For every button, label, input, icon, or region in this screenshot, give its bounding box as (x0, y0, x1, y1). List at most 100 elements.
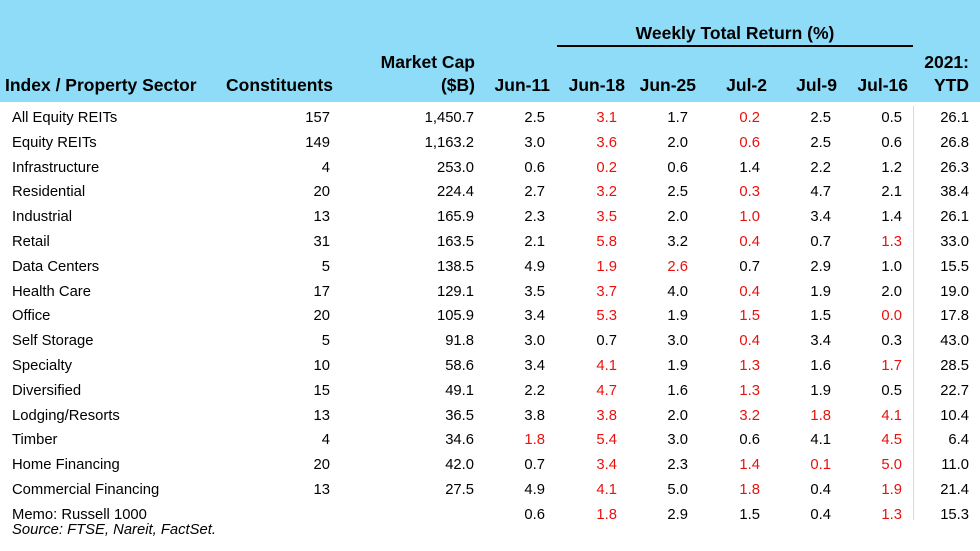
constituents-cell: 13 (313, 209, 330, 226)
weekly-return-cell: 3.4 (810, 333, 831, 350)
weekly-return-cell: 0.7 (596, 333, 617, 350)
col-header-ytd-line1: 2021: (924, 52, 969, 72)
weekly-return-cell: 5.0 (667, 482, 688, 498)
weekly-return-cell: 1.9 (596, 258, 617, 275)
weekly-return-cell: 2.0 (667, 209, 688, 226)
ytd-cell: 15.5 (940, 258, 969, 275)
constituents-cell: 4 (321, 159, 330, 176)
market-cap-cell: 91.8 (445, 333, 474, 350)
ytd-cell: 6.4 (948, 432, 969, 449)
weekly-return-cell: 3.5 (524, 283, 545, 300)
weekly-return-cell: 0.4 (810, 506, 831, 523)
ytd-column-divider (913, 106, 914, 520)
weekly-return-cell: 1.7 (667, 110, 688, 126)
col-header-market-cap-line1: Market Cap (380, 52, 475, 72)
weekly-return-cell: 4.9 (524, 482, 545, 498)
weekly-return-cell: 3.0 (524, 134, 545, 151)
table-row: Lodging/Resorts 13 36.5 3.8 3.8 2.0 3.2 1.8 4.1 1… (0, 404, 980, 429)
weekly-return-cell: 1.4 (881, 209, 902, 226)
weekly-return-cell: 3.0 (524, 333, 545, 350)
weekly-return-cell: 3.5 (596, 209, 617, 226)
weekly-return-cell: 2.7 (524, 184, 545, 201)
weekly-return-cell: 0.4 (810, 482, 831, 498)
col-header-week: Jul-16 (857, 75, 908, 95)
col-header-week: Jul-9 (796, 75, 837, 95)
weekly-return-cell: 4.5 (881, 432, 902, 449)
constituents-cell: 15 (313, 382, 330, 399)
weekly-return-cell: 0.3 (881, 333, 902, 350)
sector-name-cell: Data Centers (12, 258, 100, 275)
weekly-return-cell: 2.9 (810, 258, 831, 275)
col-header-week: Jun-25 (639, 75, 696, 95)
weekly-return-cell: 1.0 (881, 258, 902, 275)
weekly-return-cell: 1.8 (810, 407, 831, 424)
ytd-cell: 33.0 (940, 234, 969, 250)
weekly-return-cell: 5.4 (596, 432, 617, 449)
sector-name-cell: All Equity REITs (12, 110, 118, 126)
weekly-return-cell: 1.3 (881, 234, 902, 250)
weekly-return-cell: 5.8 (596, 234, 617, 250)
market-cap-cell: 165.9 (436, 209, 474, 226)
table-row: Infrastructure 4 253.0 0.6 0.2 0.6 1.4 2.2 1.2 26… (0, 156, 980, 181)
weekly-return-cell: 2.3 (667, 457, 688, 474)
ytd-cell: 21.4 (940, 482, 969, 498)
weekly-return-cell: 0.5 (881, 382, 902, 399)
weekly-return-cell: 3.8 (596, 407, 617, 424)
weekly-return-cell: 4.0 (667, 283, 688, 300)
weekly-return-cell: 4.9 (524, 258, 545, 275)
ytd-cell: 26.1 (940, 209, 969, 226)
market-cap-cell: 27.5 (445, 482, 474, 498)
market-cap-cell: 129.1 (436, 283, 474, 300)
constituents-cell: 149 (305, 134, 330, 151)
weekly-return-cell: 1.8 (739, 482, 760, 498)
sector-name-cell: Health Care (12, 283, 91, 300)
weekly-return-cell: 2.2 (810, 159, 831, 176)
weekly-return-cell: 0.6 (881, 134, 902, 151)
weekly-return-cell: 0.6 (667, 159, 688, 176)
sector-name-cell: Retail (12, 234, 50, 250)
sector-name-cell: Home Financing (12, 457, 120, 474)
weekly-return-cell: 0.5 (881, 110, 902, 126)
weekly-return-cell: 3.0 (667, 432, 688, 449)
weekly-return-cell: 1.8 (596, 506, 617, 523)
weekly-return-cell: 2.0 (667, 134, 688, 151)
weekly-return-cell: 2.6 (667, 258, 688, 275)
weekly-return-cell: 0.0 (881, 308, 902, 325)
weekly-return-cell: 2.1 (524, 234, 545, 250)
constituents-cell: 20 (313, 184, 330, 201)
table-row: Specialty 10 58.6 3.4 4.1 1.9 1.3 1.6 1.7 28.5 (0, 354, 980, 379)
table-row: Health Care 17 129.1 3.5 3.7 4.0 0.4 1.9 2.0 19.0 (0, 280, 980, 305)
weekly-return-cell: 1.9 (810, 283, 831, 300)
weekly-return-cell: 3.8 (524, 407, 545, 424)
table-row: All Equity REITs 157 1,450.7 2.5 3.1 1.7 0.2 2.… (0, 106, 980, 131)
col-header-market-cap-line2: ($B) (440, 75, 475, 95)
weekly-return-cell: 0.1 (810, 457, 831, 474)
weekly-return-cell: 0.2 (596, 159, 617, 176)
weekly-return-cell: 4.7 (810, 184, 831, 201)
weekly-return-cell: 1.5 (810, 308, 831, 325)
weekly-return-cell: 3.2 (667, 234, 688, 250)
table-row: Equity REITs 149 1,163.2 3.0 3.6 2.0 0.6 2.5 0.6… (0, 131, 980, 156)
weekly-return-cell: 0.4 (739, 333, 760, 350)
sector-name-cell: Office (12, 308, 51, 325)
ytd-cell: 26.8 (940, 134, 969, 151)
weekly-return-cell: 4.1 (881, 407, 902, 424)
weekly-return-cell: 1.3 (739, 358, 760, 374)
weekly-return-cell: 0.7 (524, 457, 545, 474)
weekly-return-cell: 0.6 (524, 159, 545, 176)
weekly-return-cell: 2.1 (881, 184, 902, 201)
table-row: Data Centers 5 138.5 4.9 1.9 2.6 0.7 2.9 1.0 15.5 (0, 255, 980, 280)
ytd-cell: 28.5 (940, 358, 969, 374)
ytd-cell: 19.0 (940, 283, 969, 300)
weekly-return-cell: 3.6 (596, 134, 617, 151)
constituents-cell: 157 (305, 110, 330, 126)
constituents-cell: 4 (321, 432, 330, 449)
sector-name-cell: Diversified (12, 382, 82, 399)
weekly-return-cell: 0.4 (739, 234, 760, 250)
constituents-cell: 5 (321, 258, 330, 275)
sector-name-cell: Lodging/Resorts (12, 407, 120, 424)
sector-name-cell: Equity REITs (12, 134, 97, 151)
weekly-return-cell: 0.6 (524, 506, 545, 523)
table-row: Office 20 105.9 3.4 5.3 1.9 1.5 1.5 0.0 17.8 (0, 304, 980, 329)
col-header-week: Jun-11 (494, 75, 550, 95)
